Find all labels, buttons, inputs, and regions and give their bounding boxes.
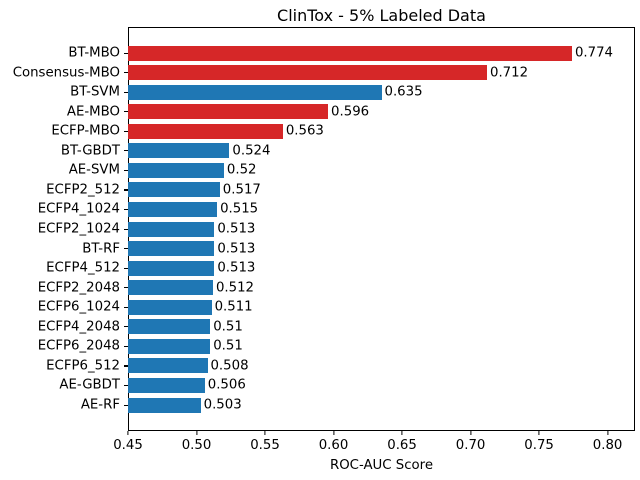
y-tick-label: AE-RF xyxy=(80,397,120,413)
y-tick-mark xyxy=(124,72,128,74)
chart-bar xyxy=(128,397,201,413)
y-tick-label: ECFP4_1024 xyxy=(37,201,120,217)
y-tick-mark xyxy=(124,189,128,191)
x-tick-label: 0.65 xyxy=(387,438,417,453)
x-axis-label: ROC-AUC Score xyxy=(329,458,434,473)
y-tick-mark xyxy=(124,208,128,211)
chart-bar xyxy=(128,65,487,81)
bar-value-label: 0.51 xyxy=(213,338,243,354)
bar-value-label: 0.512 xyxy=(215,280,255,296)
bar-value-label: 0.563 xyxy=(285,123,324,139)
chart-bar xyxy=(128,221,215,237)
x-tick-mark xyxy=(127,431,129,435)
y-tick-label: ECFP-MBO xyxy=(51,123,120,139)
y-tick-mark xyxy=(124,384,128,387)
x-tick-mark xyxy=(264,431,266,435)
y-tick-label: AE-SVM xyxy=(68,162,120,178)
plot-area: 0.774 BT-MBO 0.712 Consensus-MBO 0.635 BT-SVM… xyxy=(13,27,635,452)
bar-value-label: 0.506 xyxy=(207,377,246,393)
bar-value-label: 0.513 xyxy=(217,260,256,276)
y-tick-label: BT-MBO xyxy=(68,45,120,61)
bar-value-label: 0.51 xyxy=(213,319,243,335)
bar-value-label: 0.511 xyxy=(214,299,253,315)
x-tick-mark xyxy=(469,431,472,435)
y-tick-label: ECFP2_1024 xyxy=(37,221,120,237)
x-tick-label: 0.60 xyxy=(318,438,349,453)
y-tick-label: BT-RF xyxy=(82,240,120,256)
x-tick-label: 0.55 xyxy=(250,438,280,453)
y-tick-mark xyxy=(124,91,128,93)
chart-bar xyxy=(128,280,213,296)
y-tick-label: ECFP6_512 xyxy=(46,358,120,374)
bar-value-label: 0.503 xyxy=(203,397,242,413)
y-tick-mark xyxy=(124,365,128,367)
x-tick-label: 0.80 xyxy=(592,438,623,453)
y-tick-mark xyxy=(124,404,128,406)
bar-value-label: 0.517 xyxy=(222,182,261,198)
chart-bar xyxy=(128,358,208,374)
chart-title: ClinTox - 5% Labeled Data xyxy=(277,6,486,25)
y-tick-label: ECFP2_512 xyxy=(46,182,120,198)
y-tick-mark xyxy=(124,130,128,132)
bar-value-label: 0.513 xyxy=(217,221,256,237)
y-tick-mark xyxy=(124,169,128,172)
bar-value-label: 0.712 xyxy=(490,64,529,80)
y-tick-mark xyxy=(124,267,128,269)
x-tick-mark xyxy=(401,431,403,435)
x-tick-mark xyxy=(538,431,540,435)
chart-bar xyxy=(128,299,212,315)
y-tick-mark xyxy=(124,150,128,152)
chart-bar xyxy=(128,84,382,100)
x-tick-mark xyxy=(607,431,609,435)
y-tick-mark xyxy=(124,111,128,113)
x-tick-label: 0.50 xyxy=(181,438,212,453)
chart-bar xyxy=(128,123,283,139)
chart-bar xyxy=(128,201,218,217)
y-tick-label: ECFP4_512 xyxy=(46,260,120,276)
chart-bar xyxy=(128,143,230,159)
chart-bar xyxy=(128,338,211,354)
y-tick-label: BT-SVM xyxy=(70,84,120,100)
x-tick-mark xyxy=(332,431,335,435)
y-tick-label: BT-GBDT xyxy=(60,143,120,159)
y-tick-label: ECFP4_2048 xyxy=(37,319,120,335)
y-tick-mark xyxy=(124,248,128,250)
chart-bar xyxy=(128,241,215,257)
y-tick-label: ECFP6_1024 xyxy=(37,299,120,315)
y-tick-label: AE-MBO xyxy=(66,104,120,120)
y-tick-mark xyxy=(124,52,128,54)
chart-bar xyxy=(128,260,215,276)
bar-value-label: 0.596 xyxy=(331,104,370,120)
chart-bar xyxy=(128,182,220,198)
bar-value-label: 0.513 xyxy=(217,240,256,256)
chart-bar xyxy=(128,45,572,61)
bar-value-label: 0.52 xyxy=(226,162,257,178)
x-tick-label: 0.70 xyxy=(455,438,486,453)
y-tick-mark xyxy=(124,306,128,308)
x-tick-label: 0.75 xyxy=(524,438,554,453)
y-tick-mark xyxy=(124,345,128,348)
y-tick-label: ECFP6_2048 xyxy=(37,338,120,354)
y-tick-label: Consensus-MBO xyxy=(12,64,120,80)
x-tick-mark xyxy=(195,431,198,435)
chart-bar xyxy=(128,104,329,120)
bar-value-label: 0.515 xyxy=(220,201,259,217)
y-tick-mark xyxy=(124,228,128,230)
y-tick-mark xyxy=(124,326,128,328)
chart-bar xyxy=(128,319,211,335)
bar-value-label: 0.508 xyxy=(210,358,249,374)
bar-value-label: 0.524 xyxy=(232,143,271,159)
y-tick-label: ECFP2_2048 xyxy=(37,280,120,296)
y-tick-label: AE-GBDT xyxy=(59,377,120,393)
bar-value-label: 0.635 xyxy=(384,84,423,100)
bar-value-label: 0.774 xyxy=(574,45,614,61)
y-tick-mark xyxy=(124,287,128,289)
chart-bar xyxy=(128,162,224,178)
x-tick-label: 0.45 xyxy=(113,438,143,453)
chart-bar xyxy=(128,377,205,393)
